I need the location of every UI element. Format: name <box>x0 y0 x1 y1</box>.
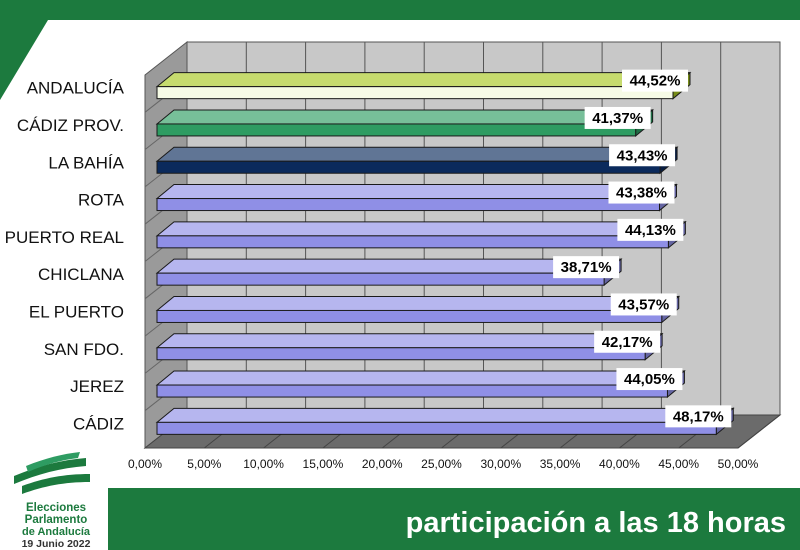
bar-value-label: 44,13% <box>625 222 676 239</box>
bar-8: 42,17% <box>155 330 664 361</box>
bar-value-label: 43,38% <box>616 185 667 202</box>
category-labels: ANDALUCÍA CÁDIZ PROV. LA BAHÍA ROTA PUERTO R… <box>5 79 125 434</box>
bar-value-label-box <box>608 181 675 204</box>
bar-2: 41,37% <box>155 106 655 138</box>
bar-value-label-box <box>553 256 620 279</box>
category-label: SAN FDO. <box>44 340 124 359</box>
bar-top-face <box>155 258 623 274</box>
category-label: ANDALUCÍA <box>27 79 125 98</box>
x-tick-label: 45,00% <box>658 457 699 471</box>
andalusia-flag-emblem-icon <box>14 452 90 494</box>
x-tick-label: 10,00% <box>243 457 284 471</box>
logo-line-andalucia: de Andalucía <box>22 526 91 538</box>
bar-value-label: 43,57% <box>618 296 669 313</box>
bar-top-face <box>155 295 681 311</box>
bar-front-face <box>156 86 674 100</box>
bar-top-face <box>155 72 692 88</box>
logo: Elecciones Parlamento de Andalucía 19 Ju… <box>14 452 91 550</box>
bar-value-label-box <box>617 218 684 241</box>
bar-front-face <box>156 272 605 286</box>
bar-top-face <box>155 333 664 349</box>
bar-front-face <box>156 198 660 212</box>
bar-value-label: 44,05% <box>624 371 675 388</box>
bar-value-label-box <box>609 144 676 167</box>
bar-top-face <box>155 407 735 423</box>
bar-top-face <box>155 370 686 386</box>
bar-value-label-box <box>610 293 677 316</box>
x-tick-label: 35,00% <box>540 457 581 471</box>
x-tick-label: 0,00% <box>128 457 162 471</box>
bar-top-face <box>155 221 687 237</box>
floor-gridline <box>737 414 781 449</box>
bar-value-label-box <box>622 69 689 92</box>
category-label: JEREZ <box>70 377 124 396</box>
bar-front-face <box>156 347 646 361</box>
bar-value-label: 41,37% <box>592 110 643 127</box>
x-tick-label: 20,00% <box>362 457 403 471</box>
bar-value-label-box <box>584 106 651 129</box>
bar-top-face <box>155 146 679 162</box>
category-label: CÁDIZ PROV. <box>17 116 124 135</box>
bar-front-face <box>156 421 717 435</box>
bar-1: 44,52% <box>155 69 692 100</box>
bar-value-label-box <box>616 368 683 391</box>
logo-line-parlamento: Parlamento <box>25 514 88 526</box>
footer-bar <box>108 488 800 550</box>
bar-5: 44,13% <box>155 218 687 249</box>
x-tick-label: 25,00% <box>421 457 462 471</box>
bar-front-face <box>156 309 663 323</box>
footer-caption: participación a las 18 horas <box>406 507 786 539</box>
logo-line-elecciones: Elecciones <box>26 502 86 514</box>
category-label: ROTA <box>78 191 125 210</box>
x-tick-label: 5,00% <box>187 457 221 471</box>
x-tick-label: 40,00% <box>599 457 640 471</box>
bar-top-face <box>155 109 655 125</box>
category-label: CÁDIZ <box>73 414 124 433</box>
bar-value-label: 38,71% <box>561 259 612 276</box>
bar-front-face <box>156 384 668 398</box>
category-label: LA BAHÍA <box>48 153 124 172</box>
logo-date: 19 Junio 2022 <box>22 538 91 550</box>
bar-value-label-box <box>665 405 732 428</box>
bar-value-label: 43,43% <box>617 147 668 164</box>
bar-top-face <box>155 184 678 200</box>
bar-value-label: 48,17% <box>673 408 724 425</box>
bar-front-face <box>156 160 661 174</box>
x-tick-label: 30,00% <box>480 457 521 471</box>
bar-6: 38,71% <box>155 256 623 287</box>
category-label: PUERTO REAL <box>5 228 124 247</box>
bar-10: 48,17% <box>155 405 735 436</box>
bar-7: 43,57% <box>155 293 681 324</box>
category-label: CHICLANA <box>38 265 125 284</box>
header-bar <box>0 0 800 100</box>
category-label: EL PUERTO <box>29 302 124 321</box>
x-tick-label: 50,00% <box>718 457 759 471</box>
bar-9: 44,05% <box>155 368 686 399</box>
x-axis-tick-labels: 0,00% 5,00% 10,00% 15,00% 20,00% 25,00% 30,00%… <box>128 457 759 471</box>
x-tick-label: 15,00% <box>303 457 344 471</box>
bar-3: 43,43% <box>155 144 679 175</box>
bar-value-label-box <box>594 330 661 353</box>
bar-value-label: 42,17% <box>602 334 653 351</box>
chart-bars: 44,52% 41,37% 43,43% 43,38% 44,13% 38,71% 43,5… <box>155 69 735 436</box>
bar-value-label: 44,52% <box>630 73 681 90</box>
bar-4: 43,38% <box>155 181 678 212</box>
bar-front-face <box>156 235 669 249</box>
bar-front-face <box>156 123 637 137</box>
